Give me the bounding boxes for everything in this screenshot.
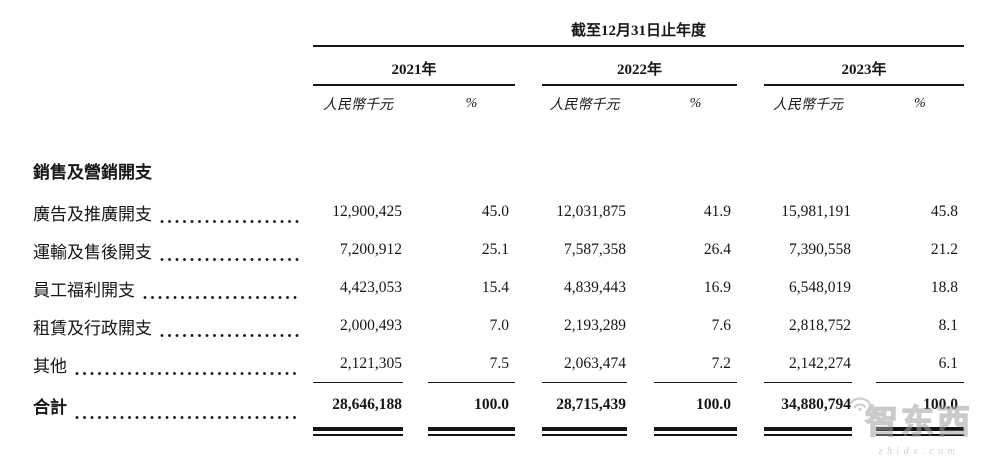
double-rule (542, 427, 627, 436)
pct-2022: 26.4 (703, 241, 731, 258)
total-amount-2021: 28,646,188 (332, 396, 402, 413)
pct-header-2023: % (914, 96, 926, 111)
dot-leader (160, 257, 299, 262)
amount-2021: 2,000,493 (340, 317, 402, 334)
unit-header-2021: 人民幣千元 (323, 98, 393, 113)
total-pct-2021: 100.0 (474, 396, 509, 413)
pct-2022: 41.9 (703, 203, 731, 220)
total-pct-2023: 100.0 (923, 396, 958, 413)
double-rule (313, 427, 403, 436)
year-header-2021: 2021年 (313, 47, 515, 86)
table-header-units-row: 人民幣千元 % 人民幣千元 % 人民幣千元 % (0, 86, 1000, 122)
pct-header-2021: % (465, 96, 478, 111)
pct-2023: 45.8 (930, 203, 958, 220)
table-row: 租賃及行政開支 2,000,493 7.0 2,193,289 7.6 2,81… (0, 307, 1000, 345)
pct-2022: 7.6 (711, 317, 731, 334)
total-row: 合計 28,646,188 100.0 28,715,439 100.0 34,… (0, 383, 1000, 427)
year-header-2022: 2022年 (542, 47, 737, 86)
unit-header-2022: 人民幣千元 (549, 98, 620, 113)
table-header-period-row: 截至12月31日止年度 (0, 0, 1000, 47)
table-row: 廣告及推廣開支 12,900,425 45.0 12,031,875 41.9 … (0, 193, 1000, 231)
amount-2022: 2,063,474 (542, 345, 627, 383)
pct-2021: 45.0 (481, 203, 509, 220)
dot-leader (160, 333, 299, 338)
table-header-years-row: 2021年 2022年 2023年 (0, 47, 1000, 86)
pct-2023: 8.1 (938, 317, 958, 334)
period-header: 截至12月31日止年度 (313, 0, 964, 47)
pct-2021: 15.4 (481, 279, 509, 296)
section-header: 銷售及營銷開支 (33, 162, 152, 182)
amount-2022: 4,839,443 (564, 279, 626, 296)
amount-2021: 2,121,305 (313, 345, 403, 383)
double-rule (428, 427, 515, 436)
table-row: 員工福利開支 4,423,053 15.4 4,839,443 16.9 6,5… (0, 269, 1000, 307)
double-rule (654, 427, 737, 436)
total-label: 合計 (33, 397, 67, 417)
total-amount-2022: 28,715,439 (556, 396, 626, 413)
total-pct-2022: 100.0 (696, 396, 731, 413)
amount-2023: 15,981,191 (781, 203, 851, 220)
dot-leader (75, 371, 299, 376)
amount-2023: 2,818,752 (789, 317, 851, 334)
amount-2023: 6,548,019 (789, 279, 851, 296)
row-label: 租賃及行政開支 (33, 318, 152, 338)
section-header-row: 銷售及營銷開支 (0, 147, 1000, 193)
pct-2022: 16.9 (703, 279, 731, 296)
dot-leader (160, 219, 299, 224)
double-rule (876, 427, 964, 436)
pct-2023: 18.8 (930, 279, 958, 296)
table-row: 運輸及售後開支 7,200,912 25.1 7,587,358 26.4 7,… (0, 231, 1000, 269)
amount-2022: 12,031,875 (556, 203, 626, 220)
amount-2021: 4,423,053 (340, 279, 402, 296)
amount-2022: 2,193,289 (564, 317, 626, 334)
amount-2023: 2,142,274 (764, 345, 852, 383)
year-header-2023: 2023年 (764, 47, 964, 86)
double-rule (764, 427, 852, 436)
pct-2021: 7.5 (428, 345, 515, 383)
row-label: 運輸及售後開支 (33, 242, 152, 262)
row-label: 其他 (33, 356, 67, 376)
pct-2021: 25.1 (481, 241, 509, 258)
amount-2022: 7,587,358 (564, 241, 626, 258)
table-row: 其他 2,121,305 7.5 2,063,474 7.2 2,142,274… (0, 345, 1000, 383)
pct-2023: 6.1 (876, 345, 964, 383)
row-label: 廣告及推廣開支 (33, 204, 152, 224)
total-double-rule-row (0, 427, 1000, 436)
dot-leader (143, 295, 299, 300)
pct-2023: 21.2 (930, 241, 958, 258)
amount-2021: 7,200,912 (340, 241, 402, 258)
pct-header-2022: % (689, 96, 702, 111)
unit-header-2023: 人民幣千元 (773, 98, 843, 113)
dot-leader (75, 415, 299, 420)
header-body-spacer (0, 122, 1000, 147)
amount-2021: 12,900,425 (332, 203, 402, 220)
total-amount-2023: 34,880,794 (781, 396, 851, 413)
amount-2023: 7,390,558 (789, 241, 851, 258)
pct-2022: 7.2 (654, 345, 737, 383)
pct-2021: 7.0 (489, 317, 509, 334)
row-label: 員工福利開支 (33, 280, 135, 300)
watermark-domain-text: zhidx.com (878, 446, 960, 457)
